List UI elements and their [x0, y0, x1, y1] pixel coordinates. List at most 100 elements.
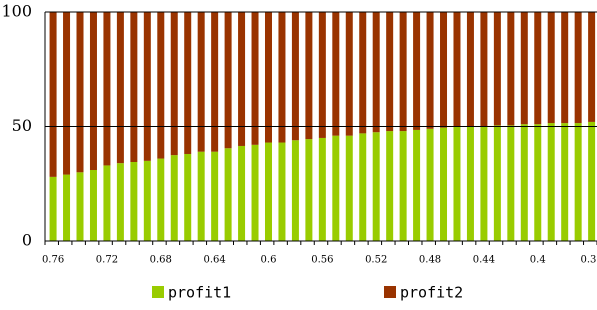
bar-segment: [507, 125, 515, 241]
bar-segment: [561, 12, 569, 124]
legend-swatch: [152, 286, 164, 298]
x-tick-label: 0.56: [311, 255, 333, 266]
bar-segment: [480, 126, 488, 241]
x-tick-label: 0.6: [261, 255, 277, 266]
bar-segment: [89, 12, 97, 171]
bar-segment: [211, 12, 219, 152]
bar-segment: [507, 12, 515, 126]
bar-segment: [534, 124, 542, 241]
bar-segment: [399, 12, 407, 132]
bar-segment: [520, 124, 528, 241]
bar-segment: [305, 139, 313, 241]
x-tick-label: 0.72: [96, 255, 118, 266]
x-tick-label: 0.64: [204, 255, 226, 266]
bar-segment: [413, 12, 421, 130]
bar-segment: [466, 126, 474, 241]
y-tick-label: 100: [1, 2, 32, 21]
bar-segment: [318, 12, 326, 138]
bar-segment: [251, 144, 259, 241]
bar-segment: [413, 129, 421, 241]
bar-segment: [143, 160, 151, 241]
bar-segment: [359, 133, 367, 241]
bar-segment: [264, 142, 272, 241]
bar-segment: [399, 131, 407, 241]
bar-segment: [332, 12, 340, 136]
bar-segment: [130, 12, 138, 162]
bar-segment: [278, 12, 286, 143]
bar-segment: [291, 140, 299, 241]
bar-segment: [386, 12, 394, 132]
legend-label: profit1: [168, 284, 231, 302]
x-tick-label: 0.44: [473, 255, 495, 266]
bar-segment: [157, 158, 165, 241]
bar-segment: [520, 12, 528, 125]
bar-segment: [103, 165, 111, 241]
bar-segment: [157, 12, 165, 159]
bar-segment: [440, 127, 448, 241]
bar-segment: [359, 12, 367, 134]
bar-segment: [89, 170, 97, 241]
bar-segment: [251, 12, 259, 145]
bar-segment: [547, 12, 555, 124]
bar-segment: [116, 163, 124, 241]
bar-segment: [466, 12, 474, 127]
bar-segment: [574, 123, 582, 241]
bar-segment: [224, 148, 232, 241]
bar-segment: [493, 12, 501, 126]
bar-segment: [372, 132, 380, 241]
x-tick-label: 0.4: [530, 255, 546, 266]
bar-segment: [386, 131, 394, 241]
bar-segment: [372, 12, 380, 133]
bar-segment: [63, 12, 71, 175]
bar-segment: [588, 12, 596, 122]
bar-segment: [224, 12, 232, 149]
legend-swatch: [384, 286, 396, 298]
bar-segment: [534, 12, 542, 125]
bar-segment: [574, 12, 582, 124]
bar-segment: [103, 12, 111, 166]
bar-segment: [76, 12, 84, 173]
bar-segment: [440, 12, 448, 128]
bar-segment: [547, 123, 555, 241]
bar-segment: [453, 126, 461, 241]
bar-segment: [170, 155, 178, 241]
bar-segment: [130, 161, 138, 241]
x-tick-label: 0.68: [150, 255, 172, 266]
bar-segment: [184, 153, 192, 241]
bar-segment: [49, 12, 57, 177]
bar-segment: [305, 12, 313, 140]
bar-segment: [345, 12, 353, 136]
bar-segment: [278, 142, 286, 241]
bar-segment: [264, 12, 272, 143]
bar-segment: [588, 121, 596, 241]
bar-segment: [116, 12, 124, 164]
bar-segment: [238, 12, 246, 146]
bar-segment: [561, 123, 569, 241]
x-tick-label: 0.48: [419, 255, 441, 266]
bar-segment: [291, 12, 299, 141]
y-tick-label: 50: [12, 116, 32, 135]
bar-segment: [453, 12, 461, 127]
bar-segment: [480, 12, 488, 127]
bar-segment: [76, 172, 84, 241]
bar-segment: [318, 137, 326, 241]
bar-segment: [184, 12, 192, 154]
bar-segment: [63, 174, 71, 241]
bar-segment: [143, 12, 151, 161]
bar-segment: [493, 125, 501, 241]
legend-label: profit2: [400, 284, 463, 302]
bar-segment: [197, 151, 205, 241]
bar-segment: [238, 145, 246, 241]
bar-segment: [170, 12, 178, 156]
bar-segment: [345, 135, 353, 241]
bar-segment: [197, 12, 205, 152]
x-tick-label: 0.52: [365, 255, 387, 266]
bar-segment: [332, 135, 340, 241]
x-tick-label: 0.36: [580, 255, 597, 266]
bar-segment: [211, 151, 219, 241]
bar-segment: [426, 12, 434, 129]
bar-segment: [49, 176, 57, 241]
y-tick-label: 0: [22, 231, 32, 250]
